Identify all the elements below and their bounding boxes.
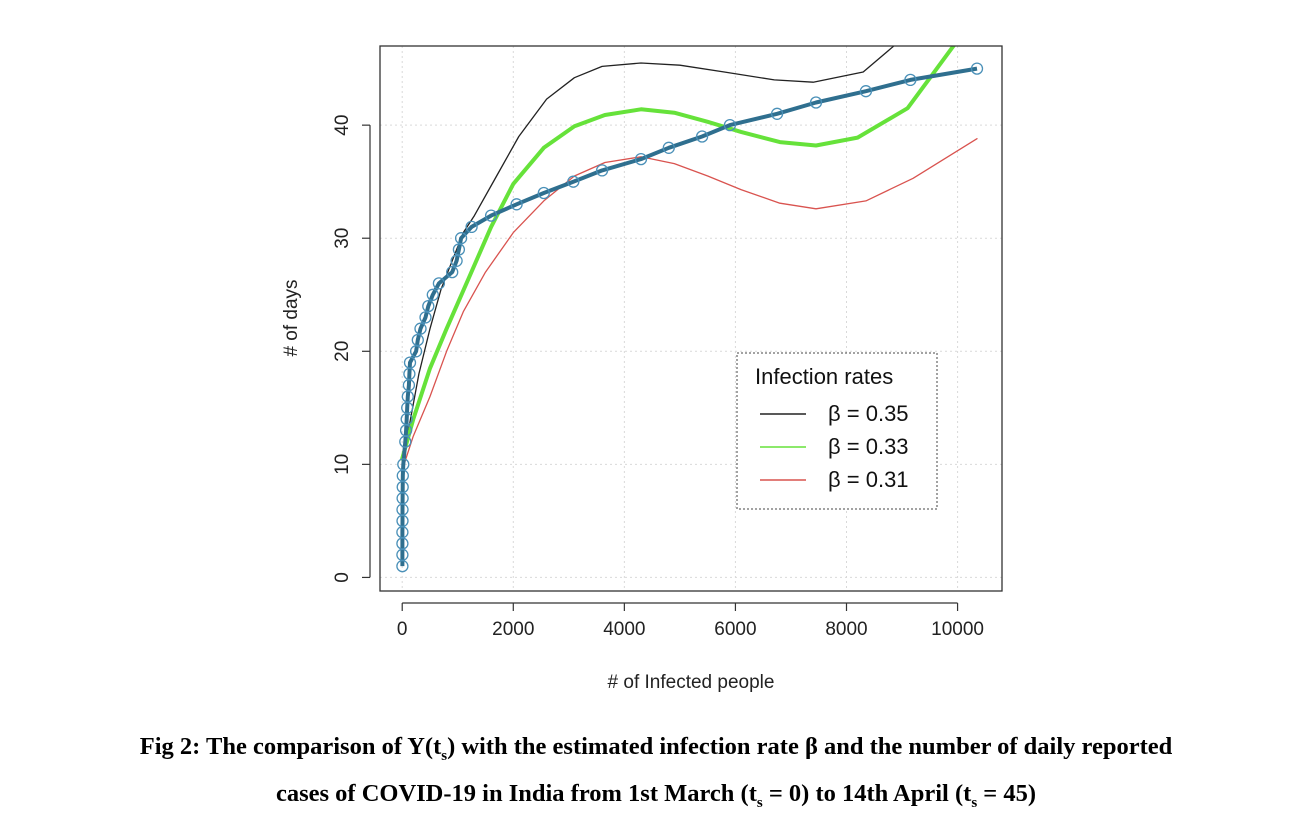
y-tick-label-2: 20 — [332, 341, 353, 362]
x-axis-title: # of Infected people — [608, 672, 775, 693]
legend-label-0: β = 0.35 — [828, 401, 909, 426]
y-axis: 0 10 20 30 40 — [332, 115, 371, 583]
figure-caption: Fig 2: The comparison of Y(ts) with the … — [0, 728, 1312, 822]
observed-point — [403, 356, 417, 369]
observed-point — [454, 232, 468, 245]
grid — [380, 46, 1002, 591]
y-tick-label-3: 30 — [332, 228, 353, 249]
observed-point — [465, 220, 478, 234]
plot-frame — [379, 45, 1003, 592]
x-axis: 0 2000 4000 6000 8000 10000 — [397, 602, 984, 640]
legend-label-1: β = 0.33 — [828, 434, 909, 459]
observed-point — [634, 152, 648, 166]
observed-point — [510, 198, 523, 211]
observed-point — [770, 107, 784, 120]
observed-point — [432, 277, 446, 290]
legend-title: Infection rates — [755, 364, 893, 389]
observed-point — [904, 73, 917, 87]
observed-point — [426, 288, 439, 301]
observed-point — [537, 186, 550, 200]
x-tick-label-4: 8000 — [825, 619, 867, 640]
y-axis-title: # of days — [281, 279, 302, 356]
observed-point — [422, 299, 435, 313]
y-tick-label-4: 40 — [332, 115, 353, 136]
x-tick-label-5: 10000 — [931, 619, 984, 640]
x-tick-label-2: 4000 — [603, 619, 645, 640]
observed-point — [662, 141, 675, 154]
series-line-beta-1 — [400, 46, 956, 461]
chart: 0 2000 4000 6000 8000 10000 0 10 20 30 40 # of In… — [281, 45, 1003, 693]
observed-point — [419, 311, 432, 324]
legend-label-2: β = 0.31 — [828, 467, 909, 492]
x-tick-label-1: 2000 — [492, 619, 534, 640]
observed-point — [484, 209, 498, 222]
observed-point — [452, 243, 466, 256]
observed-point — [446, 265, 459, 279]
observed-point — [450, 254, 463, 267]
observed-point — [567, 175, 580, 188]
observed-point — [397, 458, 410, 471]
series-line-beta-0 — [401, 46, 895, 466]
caption-line-2: cases of COVID-19 in India from 1st Marc… — [275, 779, 1037, 811]
observed-point — [595, 164, 609, 177]
observed-point — [723, 118, 737, 132]
observed-point — [970, 62, 984, 75]
legend-box — [736, 352, 938, 510]
observed-point — [695, 130, 709, 143]
x-tick-label-3: 6000 — [714, 619, 756, 640]
y-tick-label-0: 0 — [332, 572, 353, 583]
y-tick-label-1: 10 — [332, 454, 353, 475]
observed-point — [411, 333, 424, 347]
observed-markers — [396, 62, 984, 573]
legend: Infection rates β = 0.35 β = 0.33 β = 0.… — [736, 352, 938, 510]
caption-line-1: Fig 2: The comparison of Y(ts) with the … — [139, 733, 1173, 764]
x-tick-label-0: 0 — [397, 619, 408, 640]
observed-point — [809, 96, 823, 109]
series-line-beta-2 — [401, 138, 978, 471]
observed-point — [414, 322, 427, 335]
observed-point — [859, 85, 873, 98]
